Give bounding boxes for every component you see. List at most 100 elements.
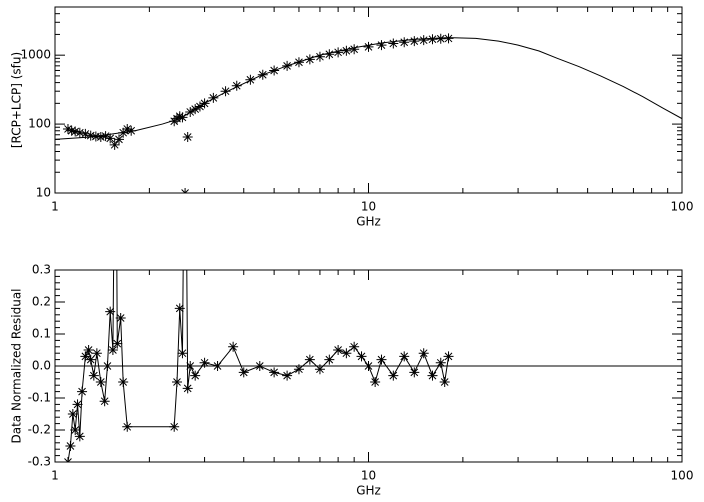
marker: [341, 45, 352, 56]
marker: [80, 128, 91, 139]
marker: [88, 370, 99, 381]
marker: [427, 370, 438, 381]
marker: [443, 33, 454, 44]
marker: [177, 348, 188, 359]
marker: [399, 37, 410, 48]
x-tick-label: 100: [671, 200, 694, 214]
y-tick-label: 100: [28, 117, 51, 131]
marker: [282, 370, 293, 381]
marker: [70, 126, 81, 137]
marker: [304, 54, 315, 65]
marker: [363, 361, 374, 371]
marker: [254, 361, 265, 371]
marker: [174, 111, 185, 122]
y-tick-label: 0.0: [32, 359, 51, 373]
marker: [376, 354, 387, 365]
marker: [208, 92, 219, 103]
y-tick-label: 0.2: [32, 295, 51, 309]
marker: [443, 351, 454, 362]
marker: [109, 139, 120, 150]
marker: [77, 386, 88, 397]
x-tick-label: 10: [361, 469, 376, 483]
marker: [126, 125, 137, 136]
marker: [102, 361, 113, 371]
marker: [356, 351, 367, 362]
marker: [180, 188, 191, 193]
marker: [91, 348, 102, 359]
marker: [72, 399, 83, 410]
x-tick-label: 10: [361, 200, 376, 214]
x-tick-label: 1: [51, 200, 59, 214]
marker: [228, 341, 239, 352]
marker: [99, 396, 110, 407]
marker: [83, 345, 94, 355]
marker: [65, 441, 76, 451]
marker: [85, 354, 96, 365]
marker: [122, 421, 133, 432]
marker: [324, 354, 335, 365]
marker: [95, 377, 106, 387]
x-axis-label: GHz: [356, 215, 381, 229]
marker: [105, 306, 116, 317]
marker: [418, 348, 429, 359]
data-layer: [55, 33, 682, 193]
marker: [185, 361, 196, 371]
marker: [70, 425, 81, 435]
line: [67, 270, 450, 462]
marker: [100, 131, 111, 142]
x-axis-label: GHz: [356, 484, 381, 498]
marker: [169, 421, 180, 432]
marker: [427, 34, 438, 45]
y-tick-label: -0.2: [28, 423, 51, 437]
marker: [409, 36, 420, 47]
marker: [66, 125, 77, 136]
marker: [212, 361, 223, 371]
marker: [231, 80, 242, 91]
marker: [435, 357, 446, 368]
marker: [107, 345, 118, 355]
marker: [304, 354, 315, 365]
marker: [182, 131, 193, 142]
marker: [388, 370, 399, 381]
marker: [67, 409, 78, 419]
marker: [62, 457, 73, 462]
y-tick-label: 1000: [20, 48, 51, 62]
y-tick-label: -0.3: [28, 455, 51, 469]
marker: [349, 44, 360, 55]
marker: [74, 431, 85, 442]
marker: [85, 130, 96, 141]
y-tick-label: 10: [36, 186, 51, 200]
marker: [439, 377, 450, 387]
marker: [122, 123, 133, 134]
marker: [314, 51, 325, 62]
y-tick-label: 0.1: [32, 327, 51, 341]
marker: [180, 41, 190, 51]
marker: [190, 370, 201, 381]
x-tick-label: 100: [671, 469, 694, 483]
data-layer: [62, 41, 454, 462]
marker: [376, 40, 387, 51]
line: [55, 37, 682, 140]
marker: [80, 351, 91, 362]
marker: [182, 383, 193, 394]
marker: [172, 377, 182, 387]
marker: [418, 35, 429, 46]
marker: [269, 367, 280, 378]
marker: [435, 33, 446, 44]
y-tick-label: 0.3: [32, 263, 51, 277]
marker: [115, 313, 126, 323]
marker: [293, 364, 304, 375]
marker: [62, 123, 73, 134]
y-axis-label: Data Normalized Residual: [10, 288, 24, 443]
marker: [388, 38, 399, 49]
marker: [333, 47, 344, 58]
marker: [314, 364, 325, 375]
marker: [220, 86, 231, 97]
marker: [111, 41, 121, 51]
marker: [113, 134, 124, 145]
marker: [341, 348, 352, 359]
marker: [95, 131, 106, 142]
